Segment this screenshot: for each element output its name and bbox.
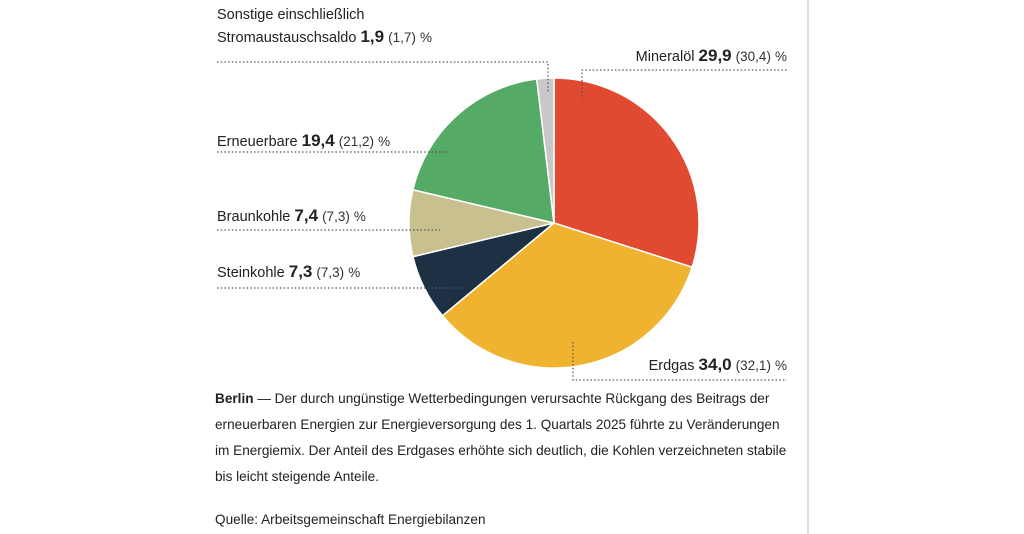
dateline: Berlin [215, 391, 254, 406]
unit: % [774, 358, 787, 373]
body-text: — Der durch ungünstige Wetterbedingungen… [215, 391, 787, 484]
leader-line [572, 342, 787, 381]
slice-label: Sonstige einschließlich Stromaustauschsa… [217, 4, 432, 49]
value-label: 34,0 [698, 355, 732, 374]
pie-slice [553, 77, 700, 269]
category-name: Erdgas [648, 358, 695, 374]
pie [408, 77, 700, 369]
slice-label: Mineralöl 29,9 (30,4) % [560, 45, 787, 68]
leader-line [581, 69, 787, 100]
category-name: Braunkohle [217, 209, 291, 225]
pie-slice [441, 222, 694, 369]
value-label: 19,4 [301, 131, 335, 150]
slice-label: Erdgas 34,0 (32,1) % [560, 354, 787, 377]
slice-label: Braunkohle 7,4 (7,3) % [217, 205, 366, 228]
value-label: 1,9 [360, 27, 385, 46]
leader-lines [217, 61, 787, 381]
previous-value-label: (1,7) [388, 30, 416, 45]
leader-line [217, 61, 549, 92]
source: Quelle: Arbeitsgemeinschaft Energiebilan… [215, 512, 486, 527]
value-label: 7,3 [288, 262, 313, 281]
article-text: Berlin — Der durch ungünstige Wetterbedi… [215, 386, 795, 490]
pie-slice [535, 77, 555, 224]
value-label: 29,9 [698, 46, 732, 65]
value-label: 7,4 [294, 206, 319, 225]
previous-value-label: (21,2) [338, 134, 375, 149]
previous-value-label: (32,1) [735, 358, 771, 373]
category-name: Steinkohle [217, 265, 285, 281]
unit: % [774, 49, 787, 64]
previous-value-label: (7,3) [322, 209, 350, 224]
previous-value-label: (30,4) [735, 49, 771, 64]
slice-label: Erneuerbare 19,4 (21,2) % [217, 130, 390, 153]
unit: % [419, 30, 432, 45]
unit: % [378, 134, 391, 149]
unit: % [348, 265, 361, 280]
category-name: Erneuerbare [217, 134, 298, 150]
category-name: Sonstige einschließlich Stromaustauschsa… [217, 7, 365, 46]
slice-label: Steinkohle 7,3 (7,3) % [217, 261, 360, 284]
category-name: Mineralöl [635, 49, 695, 65]
previous-value-label: (7,3) [316, 265, 345, 280]
pie-slice [411, 78, 555, 224]
unit: % [353, 209, 366, 224]
